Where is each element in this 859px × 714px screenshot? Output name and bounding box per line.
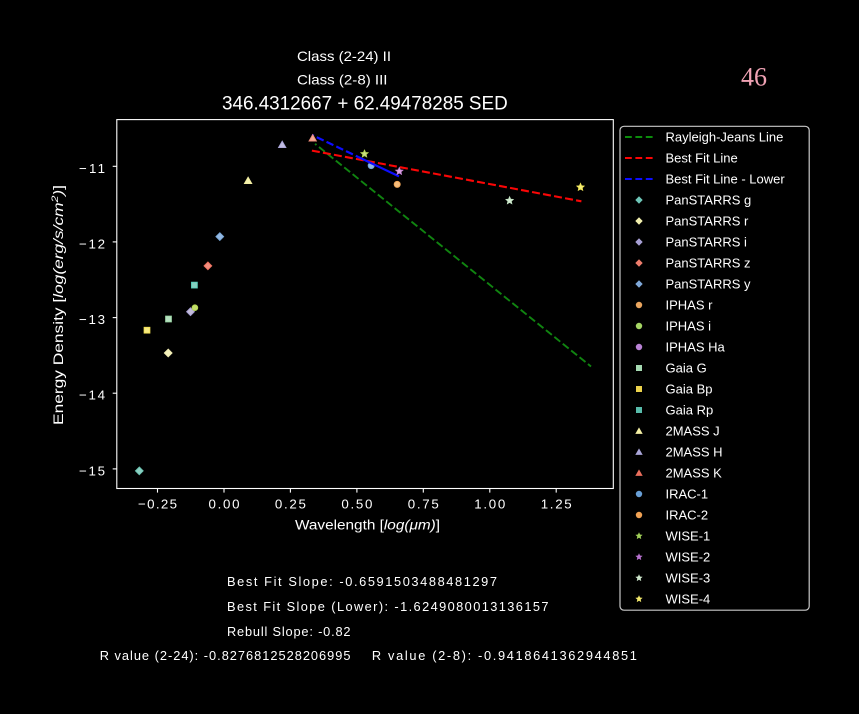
svg-text:2MASS K: 2MASS K xyxy=(666,466,723,481)
svg-text:1.00: 1.00 xyxy=(474,497,505,512)
svg-text:PanSTARRS i: PanSTARRS i xyxy=(666,235,748,250)
svg-text:R value (2-8): -0.941864136294: R value (2-8): -0.9418641362944851 xyxy=(372,648,637,663)
svg-text:WISE-2: WISE-2 xyxy=(666,550,711,565)
svg-text:IRAC-1: IRAC-1 xyxy=(666,487,709,502)
svg-text:Class (2-24) II: Class (2-24) II xyxy=(297,48,391,64)
svg-text:Best Fit Slope (Lower): -1.624: Best Fit Slope (Lower): -1.6249080013136… xyxy=(227,599,549,614)
svg-text:PanSTARRS g: PanSTARRS g xyxy=(666,193,752,208)
svg-text:Best Fit Slope: -0.65915034884: Best Fit Slope: -0.6591503488481297 xyxy=(227,574,497,589)
svg-text:WISE-1: WISE-1 xyxy=(666,529,711,544)
svg-text:Energy Density [log(erg/s/cm2): Energy Density [log(erg/s/cm2)] xyxy=(50,185,66,425)
svg-text:PanSTARRS r: PanSTARRS r xyxy=(666,214,750,229)
svg-text:0.00: 0.00 xyxy=(209,497,240,512)
svg-text:PanSTARRS z: PanSTARRS z xyxy=(666,256,751,271)
svg-text:R value (2-24): -0.82768125282: R value (2-24): -0.8276812528206995 xyxy=(100,648,351,663)
svg-text:2MASS J: 2MASS J xyxy=(666,424,720,439)
svg-text:IPHAS r: IPHAS r xyxy=(666,298,714,313)
svg-text:Class (2-8) III: Class (2-8) III xyxy=(297,72,388,88)
svg-text:Gaia Bp: Gaia Bp xyxy=(666,382,713,397)
svg-text:−11: −11 xyxy=(79,161,105,176)
svg-text:Wavelength [log(μm)]: Wavelength [log(μm)] xyxy=(295,518,440,533)
svg-text:−14: −14 xyxy=(79,388,105,403)
svg-text:IPHAS Ha: IPHAS Ha xyxy=(666,340,726,355)
svg-text:−12: −12 xyxy=(79,236,105,251)
svg-text:WISE-4: WISE-4 xyxy=(666,592,711,607)
svg-text:Gaia G: Gaia G xyxy=(666,361,707,376)
svg-text:Best Fit Line - Lower: Best Fit Line - Lower xyxy=(666,172,786,187)
svg-text:−0.25: −0.25 xyxy=(138,497,177,512)
svg-text:WISE-3: WISE-3 xyxy=(666,571,711,586)
svg-text:Rebull Slope: -0.82: Rebull Slope: -0.82 xyxy=(227,624,351,639)
svg-text:−13: −13 xyxy=(79,312,105,327)
svg-text:1.25: 1.25 xyxy=(541,497,572,512)
svg-text:0.75: 0.75 xyxy=(408,497,439,512)
svg-text:−15: −15 xyxy=(79,463,105,478)
svg-text:Best Fit Line: Best Fit Line xyxy=(666,151,738,166)
svg-text:Gaia Rp: Gaia Rp xyxy=(666,403,714,418)
svg-text:46: 46 xyxy=(741,63,767,92)
svg-text:2MASS H: 2MASS H xyxy=(666,445,723,460)
svg-text:346.4312667 + 62.49478285 SED: 346.4312667 + 62.49478285 SED xyxy=(222,94,508,115)
svg-text:IRAC-2: IRAC-2 xyxy=(666,508,709,523)
svg-text:IPHAS i: IPHAS i xyxy=(666,319,712,334)
svg-text:Rayleigh-Jeans Line: Rayleigh-Jeans Line xyxy=(666,130,784,145)
svg-text:0.25: 0.25 xyxy=(275,497,306,512)
svg-text:0.50: 0.50 xyxy=(341,497,372,512)
svg-text:PanSTARRS y: PanSTARRS y xyxy=(666,277,752,292)
